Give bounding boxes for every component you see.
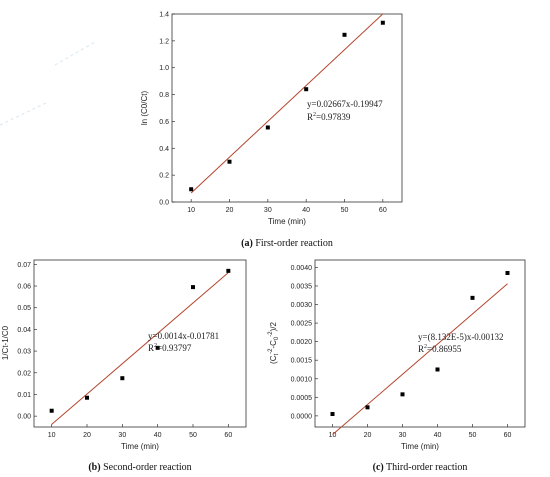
x-tick-label: 50 [341,207,349,214]
x-tick-label: 30 [399,432,407,439]
x-tick-label: 20 [83,432,91,439]
y-tick-label: 0.0035 [291,283,313,290]
data-point [49,408,54,413]
y-axis-label: 1/Ct-1/C0 [1,325,10,360]
x-tick-label: 40 [302,207,310,214]
y-tick-label: 0.05 [17,305,31,312]
data-point [304,87,309,92]
fit-r-squared: R2=0.97839 [307,112,351,122]
data-point [330,412,335,417]
y-tick-label: 0.0020 [291,339,313,346]
x-tick-label: 60 [224,432,232,439]
y-axis-label: (Ct-2-C0-2)/2 [268,321,280,363]
x-tick-label: 60 [379,207,387,214]
data-point [470,295,475,300]
x-tick-label: 40 [154,432,162,439]
data-point [120,376,125,381]
x-tick-label: 40 [434,432,442,439]
x-tick-label: 60 [504,432,512,439]
data-points [189,20,385,192]
y-tick-label: 0.0000 [291,413,313,420]
data-point [85,395,89,400]
chart-second-order: 10 20 30 40 50 60 0.000.010.020.030.040.050.0… [1,259,247,473]
x-axis-label: Time (min) [268,217,306,226]
x-tick-label: 50 [469,432,477,439]
y-tick-label: 0.06 [17,284,31,291]
x-tick-label: 30 [264,207,272,214]
data-point [400,392,405,397]
x-axis: 10 20 30 40 50 60 [329,424,512,439]
caption: (b) Second-order reaction [88,462,191,473]
y-tick-label: 0.04 [17,327,31,334]
y-tick-label: 0.0025 [291,321,313,328]
x-tick-label: 10 [329,432,337,439]
chart-third-order: 10 20 30 40 50 60 0.00000.00050.00100.00150.0… [268,259,526,473]
data-point [380,20,385,25]
y-axis: 0.0000 0.0005 0.0010 0.0015 0.0020 0.0025 0.00… [291,265,318,420]
x-tick-label: 30 [118,432,126,439]
caption: (c) Third-order reaction [373,462,468,473]
x-axis: 10 20 30 40 50 60 [48,424,232,439]
y-tick-label: 1.0 [159,65,169,72]
data-point [505,270,510,275]
fit-r-squared: R2=0.86955 [418,344,462,354]
x-axis-label: Time (min) [121,442,159,451]
data-point [191,285,195,290]
y-axis-label: ln (C0/Ct) [140,91,149,126]
fit-r-squared: R2=0.93797 [148,343,192,353]
y-tick-label: 0.07 [17,262,31,269]
plot-frame [314,259,526,428]
y-tick-label: 0.0010 [291,376,313,383]
x-axis-label: Time (min) [401,442,439,451]
data-point [189,187,194,192]
y-tick-label: 0.02 [17,370,31,377]
fit-equation: y=0.02667x-0.19947 [307,99,383,109]
y-axis: 0.0 0.2 0.4 0.6 0.8 1.0 1.2 1.4 [159,12,175,207]
data-point [227,159,232,164]
x-axis: 10 20 30 40 50 60 [187,199,387,214]
data-point [155,345,160,350]
fit-equation: y=0.0014x-0.01781 [148,331,219,341]
data-point [342,32,347,37]
y-tick-label: 0.2 [159,173,169,180]
data-point [226,268,231,273]
x-tick-label: 20 [364,432,372,439]
y-tick-label: 0.8 [159,92,169,99]
y-tick-label: 0.0040 [291,265,313,272]
plot-frame [171,13,403,203]
y-tick-label: 0.03 [17,349,31,356]
x-tick-label: 20 [226,207,234,214]
y-tick-label: 0.0015 [291,358,313,365]
y-tick-label: 0.0030 [291,302,313,309]
y-tick-label: 1.4 [159,12,169,19]
data-points [49,268,231,413]
caption: (a) First-order reaction [241,238,333,249]
y-tick-label: 0.0005 [291,395,313,402]
fit-line [332,283,508,436]
y-tick-label: 0.01 [17,392,31,399]
data-points [330,270,510,417]
fit-line [51,272,229,425]
y-axis: 0.00 0.01 0.02 0.03 0.04 0.05 0.06 0.07 [17,262,37,421]
y-tick-label: 1.2 [159,38,169,45]
plot-frame [33,259,247,428]
y-tick-label: 0.00 [17,414,31,421]
data-point [365,405,370,410]
y-tick-label: 0.0 [159,200,169,207]
chart-first-order: 10 20 30 40 50 60 0.0 0.2 0.4 0.6 0.8 1.0 1.2 1.4 Ti… [140,12,403,249]
data-point [265,125,270,130]
y-tick-label: 0.4 [159,146,169,153]
x-tick-label: 10 [48,432,56,439]
x-tick-label: 10 [187,207,195,214]
y-tick-label: 0.6 [159,119,169,126]
x-tick-label: 50 [189,432,197,439]
watermark [0,41,96,126]
data-point [435,367,440,372]
fit-equation: y=(8.132E-5)x-0.00132 [418,332,504,342]
fit-line [190,13,384,194]
